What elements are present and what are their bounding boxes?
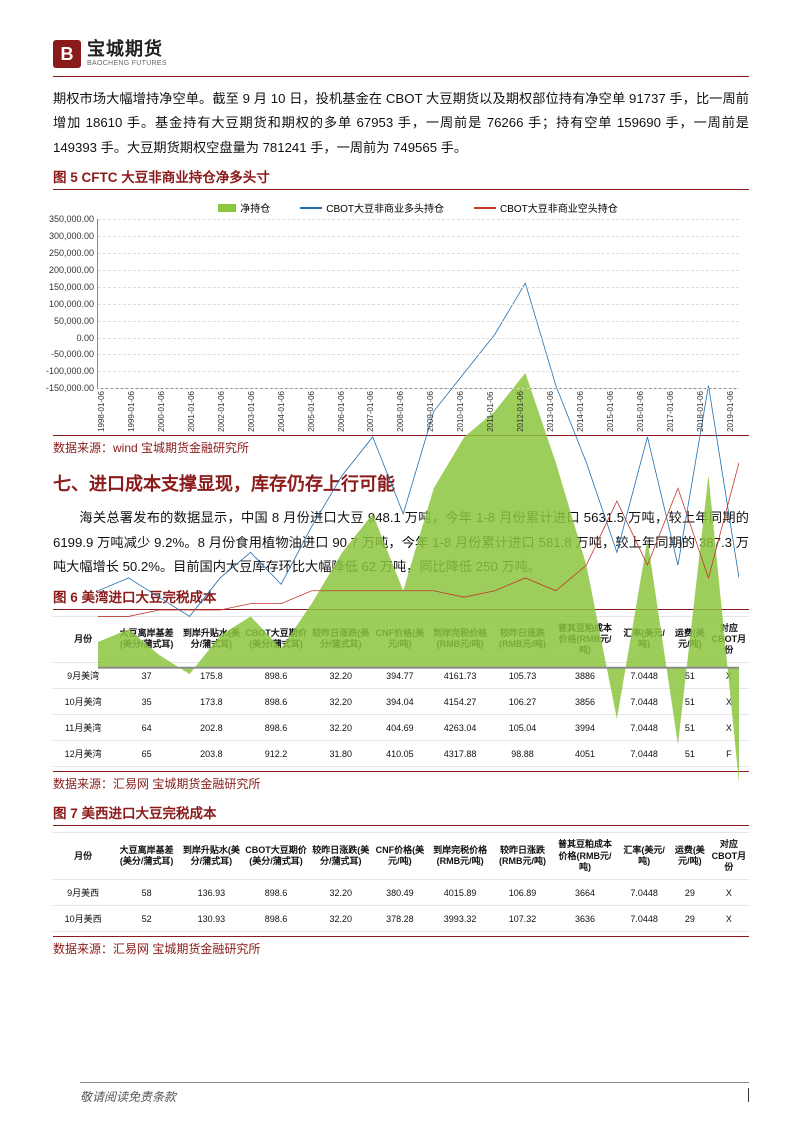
table-row: 9月美西58136.93898.632.20380.494015.89106.8…	[53, 880, 749, 906]
fig5-legend: 净持仓CBOT大豆非商业多头持仓CBOT大豆非商业空头持仓	[97, 200, 739, 215]
logo-cn: 宝城期货	[87, 40, 167, 60]
fig5-plot-area: 350,000.00300,000.00250,000.00200,000.00…	[97, 219, 739, 389]
logo: B 宝城期货 BAOCHENG FUTURES	[53, 40, 749, 68]
footer-bar-icon	[748, 1088, 750, 1102]
fig5-title: 图 5 CFTC 大豆非商业持仓净多头寸	[53, 166, 749, 190]
paragraph-1: 期权市场大幅增持净空单。截至 9 月 10 日，投机基金在 CBOT 大豆期货以…	[53, 87, 749, 160]
header-divider	[53, 76, 749, 77]
logo-mark-icon: B	[53, 40, 81, 68]
footer-text: 敬请阅读免责条款	[80, 1090, 176, 1104]
table-row: 10月美西52130.93898.632.20378.283993.32107.…	[53, 906, 749, 932]
fig5-chart: 净持仓CBOT大豆非商业多头持仓CBOT大豆非商业空头持仓 350,000.00…	[53, 196, 749, 431]
fig5-series-svg	[98, 219, 739, 860]
footer: 敬请阅读免责条款	[80, 1082, 749, 1105]
logo-text: 宝城期货 BAOCHENG FUTURES	[87, 40, 167, 67]
fig7-source: 数据来源：汇易网 宝城期货金融研究所	[53, 936, 749, 957]
logo-en: BAOCHENG FUTURES	[87, 60, 167, 68]
